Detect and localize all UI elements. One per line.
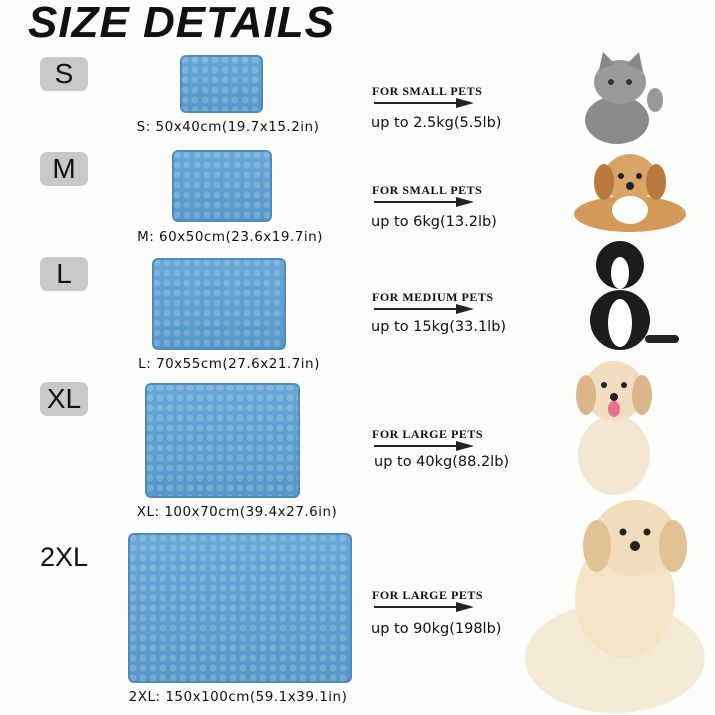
size-dims-m: M: 60x50cm(23.6x19.7in) xyxy=(137,229,323,245)
size-dims-xl: XL: 100x70cm(39.4x27.6in) xyxy=(136,504,338,520)
pet-type-l: FOR MEDIUM PETS xyxy=(372,290,494,304)
size-dims-s: S: 50x40cm(19.7x15.2in) xyxy=(136,119,320,135)
mat-image-xl xyxy=(145,383,300,498)
pet-type-m: FOR SMALL PETS xyxy=(372,183,483,197)
weight-l: up to 15kg(33.1lb) xyxy=(371,319,507,335)
arrow-icon xyxy=(374,197,474,207)
pet-type-s: FOR SMALL PETS xyxy=(372,84,483,98)
kitten-image xyxy=(585,52,663,144)
size-dims-l: L: 70x55cm(27.6x21.7in) xyxy=(138,356,320,372)
arrow-icon xyxy=(374,304,474,314)
size-badge-2xl: 2XL xyxy=(39,542,89,572)
weight-s: up to 2.5kg(5.5lb) xyxy=(371,115,502,131)
puppy-image xyxy=(576,361,652,495)
pet-type-2xl: FOR LARGE PETS xyxy=(372,588,484,602)
border-collie-image xyxy=(590,241,679,350)
page-title: SIZE DETAILS xyxy=(28,0,335,47)
weight-2xl: up to 90kg(198lb) xyxy=(371,621,502,637)
golden-retriever-image xyxy=(525,500,705,713)
mat-image-l xyxy=(152,258,286,350)
size-badge-s: S xyxy=(40,57,88,91)
size-badge-xl: XL xyxy=(40,382,88,416)
weight-xl: up to 40kg(88.2lb) xyxy=(374,454,510,470)
arrow-icon xyxy=(374,98,474,108)
size-badge-m: M xyxy=(40,152,88,186)
small-dog-image xyxy=(574,154,686,232)
weight-m: up to 6kg(13.2lb) xyxy=(371,214,497,230)
size-dims-2xl: 2XL: 150x100cm(59.1x39.1in) xyxy=(128,689,348,705)
arrow-icon xyxy=(374,602,474,612)
mat-image-s xyxy=(180,55,263,113)
arrow-icon xyxy=(374,441,474,451)
mat-image-m xyxy=(172,150,272,222)
mat-image-2xl xyxy=(128,533,352,683)
pet-type-xl: FOR LARGE PETS xyxy=(372,427,484,441)
size-badge-l: L xyxy=(40,257,88,291)
